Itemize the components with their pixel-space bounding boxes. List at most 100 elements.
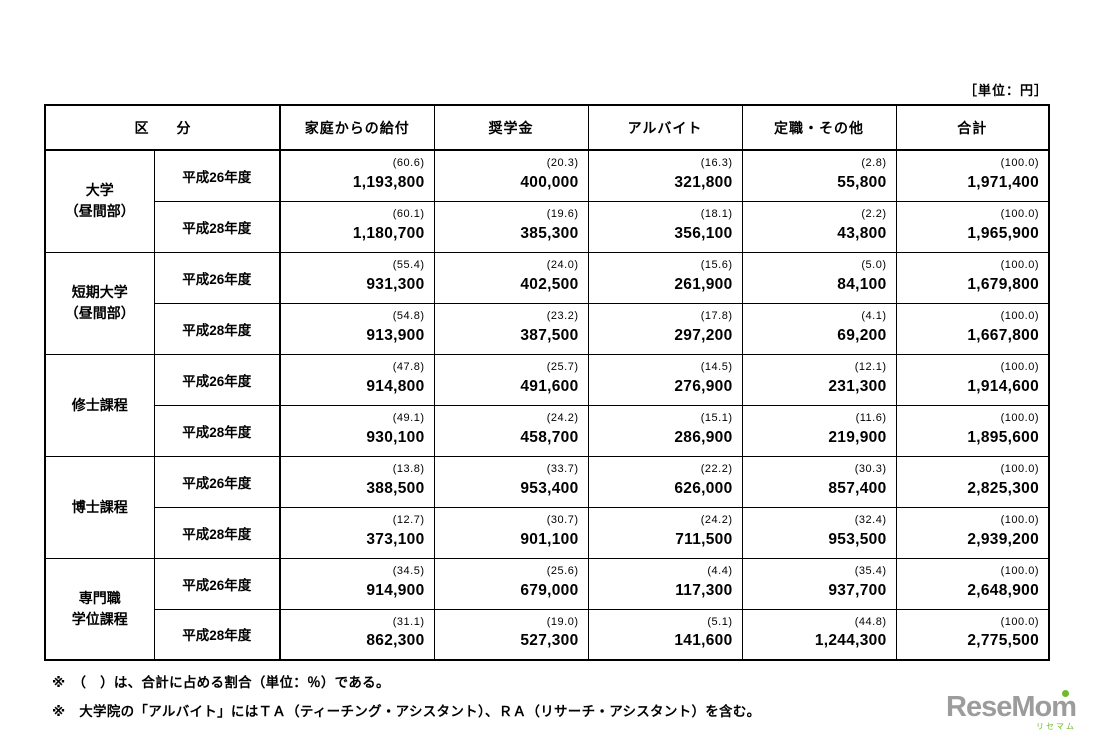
value-cell: (11.6) 219,900 bbox=[741, 404, 897, 457]
amount-value: 400,000 bbox=[520, 173, 579, 191]
value-cell: (25.6) 679,000 bbox=[433, 557, 589, 610]
income-table: 区 分 家庭からの給付 奨学金 アルバイト 定職・その他 合計 大学 （昼間部）… bbox=[44, 104, 1050, 661]
amount-value: 261,900 bbox=[674, 275, 733, 293]
amount-value: 141,600 bbox=[674, 632, 733, 650]
value-cell: (31.1) 862,300 bbox=[279, 608, 435, 661]
amount-value: 930,100 bbox=[366, 428, 425, 446]
amount-value: 913,900 bbox=[366, 326, 425, 344]
amount-value: 1,914,600 bbox=[967, 377, 1039, 395]
category-label-doctoral: 博士課程 bbox=[44, 455, 155, 559]
percent-value: (15.6) bbox=[700, 259, 733, 272]
percent-value: (4.1) bbox=[861, 310, 887, 323]
percent-value: (100.0) bbox=[1000, 310, 1039, 323]
percent-value: (100.0) bbox=[1000, 361, 1039, 374]
value-cell: (100.0) 1,667,800 bbox=[895, 302, 1050, 355]
amount-value: 231,300 bbox=[828, 377, 887, 395]
percent-value: (60.1) bbox=[392, 208, 425, 221]
footnote-ta-ra: ※ 大学院の「アルバイト」にはＴＡ（ティーチング・アシスタント）、ＲＡ（リサーチ… bbox=[52, 704, 761, 719]
amount-value: 2,648,900 bbox=[967, 581, 1039, 599]
logo-text: ReseMom bbox=[946, 691, 1077, 723]
value-cell: (54.8) 913,900 bbox=[279, 302, 435, 355]
amount-value: 953,400 bbox=[520, 479, 579, 497]
amount-value: 385,300 bbox=[520, 224, 579, 242]
amount-value: 953,500 bbox=[828, 530, 887, 548]
percent-value: (35.4) bbox=[854, 565, 887, 578]
percent-value: (15.1) bbox=[700, 412, 733, 425]
percent-value: (100.0) bbox=[1000, 514, 1039, 527]
amount-value: 219,900 bbox=[828, 428, 887, 446]
value-cell: (15.1) 286,900 bbox=[587, 404, 743, 457]
value-cell: (60.6) 1,193,800 bbox=[279, 149, 435, 202]
percent-value: (24.0) bbox=[546, 259, 579, 272]
value-cell: (49.1) 930,100 bbox=[279, 404, 435, 457]
percent-value: (34.5) bbox=[392, 565, 425, 578]
value-cell: (14.5) 276,900 bbox=[587, 353, 743, 406]
percent-value: (47.8) bbox=[392, 361, 425, 374]
unit-label: ［単位：円］ bbox=[963, 83, 1048, 98]
amount-value: 679,000 bbox=[520, 581, 579, 599]
value-cell: (2.2) 43,800 bbox=[741, 200, 897, 253]
amount-value: 914,900 bbox=[366, 581, 425, 599]
header-family-support: 家庭からの給付 bbox=[279, 104, 435, 151]
amount-value: 2,939,200 bbox=[967, 530, 1039, 548]
percent-value: (23.2) bbox=[546, 310, 579, 323]
table-row: 平成28年度 (54.8) 913,900 (23.2) 387,500 (17.8… bbox=[45, 302, 1050, 355]
table-row: 平成28年度 (31.1) 862,300 (19.0) 527,300 (5.1)… bbox=[45, 608, 1050, 661]
category-label-masters: 修士課程 bbox=[44, 353, 155, 457]
percent-value: (33.7) bbox=[546, 463, 579, 476]
amount-value: 2,825,300 bbox=[967, 479, 1039, 497]
table-row: 大学 （昼間部） 平成26年度 (60.6) 1,193,800 (20.3) 40… bbox=[44, 149, 1050, 253]
header-category: 区 分 bbox=[44, 104, 281, 151]
percent-value: (30.7) bbox=[546, 514, 579, 527]
table-row: 博士課程 平成26年度 (13.8) 388,500 (33.7) 953,400 … bbox=[44, 455, 1050, 559]
percent-value: (24.2) bbox=[546, 412, 579, 425]
percent-value: (13.8) bbox=[392, 463, 425, 476]
value-cell: (20.3) 400,000 bbox=[433, 149, 589, 202]
value-cell: (24.2) 458,700 bbox=[433, 404, 589, 457]
year-label: 平成28年度 bbox=[153, 608, 281, 661]
header-parttime-job: アルバイト bbox=[587, 104, 743, 151]
amount-value: 69,200 bbox=[837, 326, 887, 344]
value-cell: (5.0) 84,100 bbox=[741, 251, 897, 304]
percent-value: (2.2) bbox=[861, 208, 887, 221]
amount-value: 1,679,800 bbox=[967, 275, 1039, 293]
header-total: 合計 bbox=[895, 104, 1050, 151]
amount-value: 276,900 bbox=[674, 377, 733, 395]
table-row: 修士課程 平成26年度 (47.8) 914,800 (25.7) 491,600 … bbox=[44, 353, 1050, 457]
percent-value: (25.6) bbox=[546, 565, 579, 578]
header-regular-job-other: 定職・その他 bbox=[741, 104, 897, 151]
percent-value: (31.1) bbox=[392, 615, 425, 628]
amount-value: 914,800 bbox=[366, 377, 425, 395]
percent-value: (12.1) bbox=[854, 361, 887, 374]
percent-value: (5.0) bbox=[861, 259, 887, 272]
amount-value: 297,200 bbox=[674, 326, 733, 344]
percent-value: (100.0) bbox=[1000, 615, 1039, 628]
value-cell: (100.0) 1,914,600 bbox=[895, 353, 1050, 406]
value-cell: (24.0) 402,500 bbox=[433, 251, 589, 304]
percent-value: (22.2) bbox=[700, 463, 733, 476]
amount-value: 2,775,500 bbox=[967, 632, 1039, 650]
percent-value: (100.0) bbox=[1000, 157, 1039, 170]
year-label: 平成26年度 bbox=[153, 149, 281, 202]
table-row: 専門職 学位課程 平成26年度 (34.5) 914,900 (25.6) 679,… bbox=[44, 557, 1050, 661]
value-cell: (30.3) 857,400 bbox=[741, 455, 897, 508]
value-cell: (60.1) 1,180,700 bbox=[279, 200, 435, 253]
percent-value: (18.1) bbox=[700, 208, 733, 221]
amount-value: 43,800 bbox=[837, 224, 887, 242]
amount-value: 862,300 bbox=[366, 632, 425, 650]
value-cell: (23.2) 387,500 bbox=[433, 302, 589, 355]
percent-value: (25.7) bbox=[546, 361, 579, 374]
year-label: 平成28年度 bbox=[153, 302, 281, 355]
category-label-university: 大学 （昼間部） bbox=[44, 149, 155, 253]
amount-value: 356,100 bbox=[674, 224, 733, 242]
logo-subtext: リセマム bbox=[1036, 722, 1076, 731]
value-cell: (30.7) 901,100 bbox=[433, 506, 589, 559]
amount-value: 458,700 bbox=[520, 428, 579, 446]
value-cell: (19.0) 527,300 bbox=[433, 608, 589, 661]
percent-value: (2.8) bbox=[861, 157, 887, 170]
value-cell: (4.1) 69,200 bbox=[741, 302, 897, 355]
amount-value: 1,244,300 bbox=[814, 632, 887, 650]
value-cell: (100.0) 2,939,200 bbox=[895, 506, 1050, 559]
table-row: 平成28年度 (12.7) 373,100 (30.7) 901,100 (24.2… bbox=[45, 506, 1050, 559]
